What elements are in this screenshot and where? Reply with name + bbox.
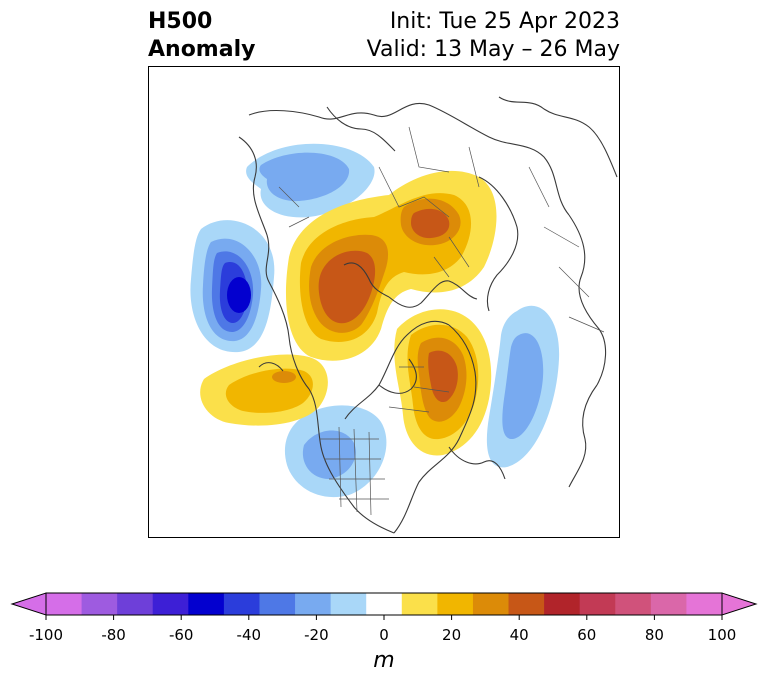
- colorbar-swatch: [259, 593, 296, 615]
- map-title: H500 Anomaly: [148, 8, 255, 64]
- colorbar-tick-label: 100: [708, 626, 737, 640]
- political-borders: [278, 126, 605, 516]
- colorbar-swatch: [188, 593, 225, 615]
- anomaly-high-hudson-bay: [394, 309, 492, 456]
- colorbar-swatch: [579, 593, 616, 615]
- colorbar-ticks: -100 -80 -60 -40 -20 0 20 40 60 80 100: [29, 615, 736, 640]
- valid-dates: Valid: 13 May – 26 May: [366, 37, 620, 62]
- anomaly-high-arctic: [285, 170, 497, 361]
- colorbar-swatch: [615, 593, 652, 615]
- colorbar-tick-label: 0: [379, 626, 389, 640]
- map-panel: [148, 66, 620, 538]
- colorbar: -100 -80 -60 -40 -20 0 20 40 60 80 100: [10, 592, 758, 640]
- colorbar-swatch: [544, 593, 581, 615]
- colorbar-tick-label: -100: [29, 626, 63, 640]
- anomaly-low-atlantic: [486, 305, 560, 468]
- init-date: Init: Tue 25 Apr 2023: [389, 9, 620, 34]
- colorbar-swatch: [117, 593, 154, 615]
- coastlines: [238, 96, 618, 534]
- colorbar-swatch: [401, 593, 438, 615]
- colorbar-unit-label: m: [373, 648, 395, 673]
- colorbar-swatch: [46, 593, 83, 615]
- colorbar-swatch: [152, 593, 189, 615]
- colorbar-tick-label: 60: [577, 626, 596, 640]
- colorbar-tick-label: 20: [442, 626, 461, 640]
- colorbar-swatch: [295, 593, 332, 615]
- colorbar-swatch: [437, 593, 474, 615]
- colorbar-swatch: [508, 593, 545, 615]
- anomaly-high-north-pacific: [200, 354, 328, 426]
- colorbar-swatch: [330, 593, 367, 615]
- colorbar-swatch: [366, 593, 403, 615]
- colorbar-swatch: [223, 593, 260, 615]
- colorbar-swatch: [686, 593, 723, 615]
- anomaly-map: [190, 96, 618, 534]
- colorbar-over-arrow: [721, 592, 758, 616]
- colorbar-tick-label: 80: [645, 626, 664, 640]
- colorbar-swatch: [81, 593, 118, 615]
- title-line-2: Anomaly: [148, 37, 256, 62]
- colorbar-swatch: [650, 593, 687, 615]
- colorbar-tick-label: -20: [304, 626, 329, 640]
- anomaly-low-gulf-of-alaska: [190, 220, 275, 353]
- colorbar-under-arrow: [10, 592, 47, 616]
- forecast-dates: Init: Tue 25 Apr 2023 Valid: 13 May – 26…: [367, 8, 620, 64]
- colorbar-tick-label: 40: [510, 626, 529, 640]
- colorbar-tick-label: -60: [169, 626, 194, 640]
- anomaly-low-bering: [246, 143, 375, 218]
- title-line-1: H500: [148, 9, 213, 34]
- colorbar-swatch: [472, 593, 510, 615]
- anomaly-low-western-us: [284, 405, 387, 498]
- colorbar-tick-label: -40: [237, 626, 262, 640]
- colorbar-boxes: [46, 593, 723, 615]
- colorbar-tick-label: -80: [101, 626, 126, 640]
